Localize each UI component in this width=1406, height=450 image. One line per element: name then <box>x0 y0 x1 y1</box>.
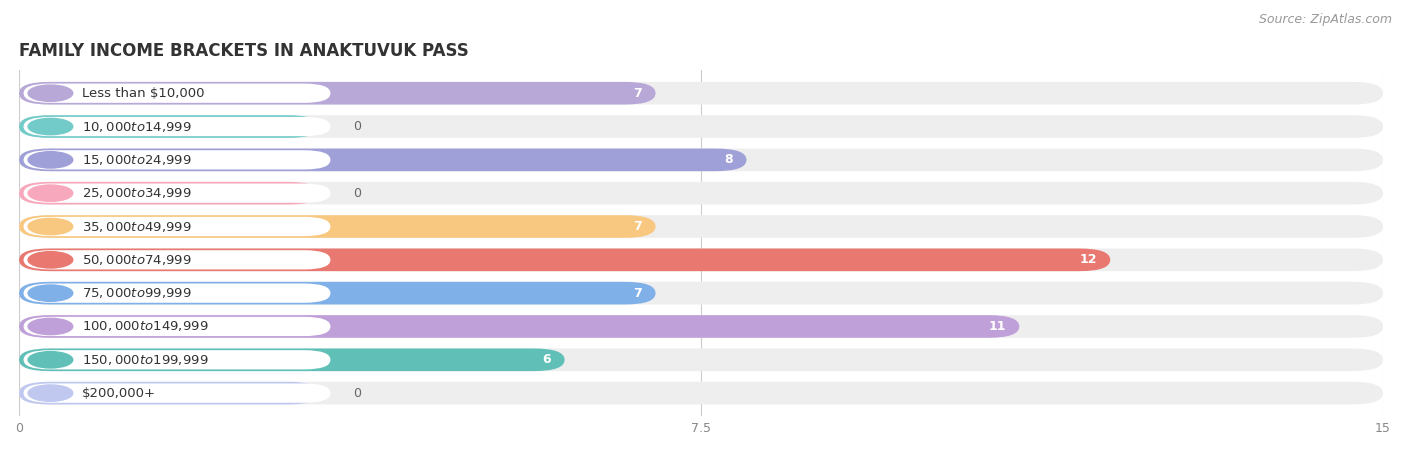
FancyBboxPatch shape <box>24 383 330 403</box>
FancyBboxPatch shape <box>20 82 1384 104</box>
FancyBboxPatch shape <box>24 317 330 336</box>
Circle shape <box>28 385 73 401</box>
Circle shape <box>28 85 73 101</box>
Text: $100,000 to $149,999: $100,000 to $149,999 <box>82 320 208 333</box>
Text: $10,000 to $14,999: $10,000 to $14,999 <box>82 120 191 134</box>
FancyBboxPatch shape <box>24 150 330 170</box>
FancyBboxPatch shape <box>20 248 1111 271</box>
Text: 7: 7 <box>633 87 643 100</box>
FancyBboxPatch shape <box>20 348 565 371</box>
FancyBboxPatch shape <box>20 348 1384 371</box>
FancyBboxPatch shape <box>20 148 1384 171</box>
Circle shape <box>28 351 73 368</box>
Text: 0: 0 <box>353 187 361 200</box>
FancyBboxPatch shape <box>20 382 1384 405</box>
FancyBboxPatch shape <box>24 117 330 136</box>
FancyBboxPatch shape <box>20 315 1019 338</box>
Text: 11: 11 <box>988 320 1005 333</box>
FancyBboxPatch shape <box>20 282 655 305</box>
FancyBboxPatch shape <box>20 115 1384 138</box>
FancyBboxPatch shape <box>20 382 319 405</box>
Text: Source: ZipAtlas.com: Source: ZipAtlas.com <box>1258 14 1392 27</box>
Circle shape <box>28 318 73 335</box>
FancyBboxPatch shape <box>24 284 330 303</box>
FancyBboxPatch shape <box>20 182 1384 204</box>
Text: 0: 0 <box>353 120 361 133</box>
Text: 7: 7 <box>633 287 643 300</box>
Text: $15,000 to $24,999: $15,000 to $24,999 <box>82 153 191 167</box>
Text: $150,000 to $199,999: $150,000 to $199,999 <box>82 353 208 367</box>
FancyBboxPatch shape <box>20 282 1384 305</box>
FancyBboxPatch shape <box>20 215 1384 238</box>
FancyBboxPatch shape <box>20 115 319 138</box>
Text: 0: 0 <box>353 387 361 400</box>
Text: $75,000 to $99,999: $75,000 to $99,999 <box>82 286 191 300</box>
Circle shape <box>28 252 73 268</box>
Circle shape <box>28 285 73 302</box>
FancyBboxPatch shape <box>20 215 655 238</box>
FancyBboxPatch shape <box>24 250 330 270</box>
Circle shape <box>28 152 73 168</box>
Text: FAMILY INCOME BRACKETS IN ANAKTUVUK PASS: FAMILY INCOME BRACKETS IN ANAKTUVUK PASS <box>20 42 468 60</box>
Text: $35,000 to $49,999: $35,000 to $49,999 <box>82 220 191 234</box>
Circle shape <box>28 218 73 235</box>
Text: 7: 7 <box>633 220 643 233</box>
Text: $200,000+: $200,000+ <box>82 387 156 400</box>
Circle shape <box>28 185 73 201</box>
Text: 12: 12 <box>1080 253 1097 266</box>
FancyBboxPatch shape <box>24 350 330 369</box>
FancyBboxPatch shape <box>20 182 319 204</box>
FancyBboxPatch shape <box>24 217 330 236</box>
FancyBboxPatch shape <box>24 84 330 103</box>
FancyBboxPatch shape <box>20 82 655 104</box>
FancyBboxPatch shape <box>20 148 747 171</box>
Text: $50,000 to $74,999: $50,000 to $74,999 <box>82 253 191 267</box>
Text: 6: 6 <box>543 353 551 366</box>
Text: Less than $10,000: Less than $10,000 <box>82 87 204 100</box>
FancyBboxPatch shape <box>20 315 1384 338</box>
Circle shape <box>28 118 73 135</box>
FancyBboxPatch shape <box>20 248 1384 271</box>
Text: $25,000 to $34,999: $25,000 to $34,999 <box>82 186 191 200</box>
Text: 8: 8 <box>724 153 733 166</box>
FancyBboxPatch shape <box>24 184 330 203</box>
